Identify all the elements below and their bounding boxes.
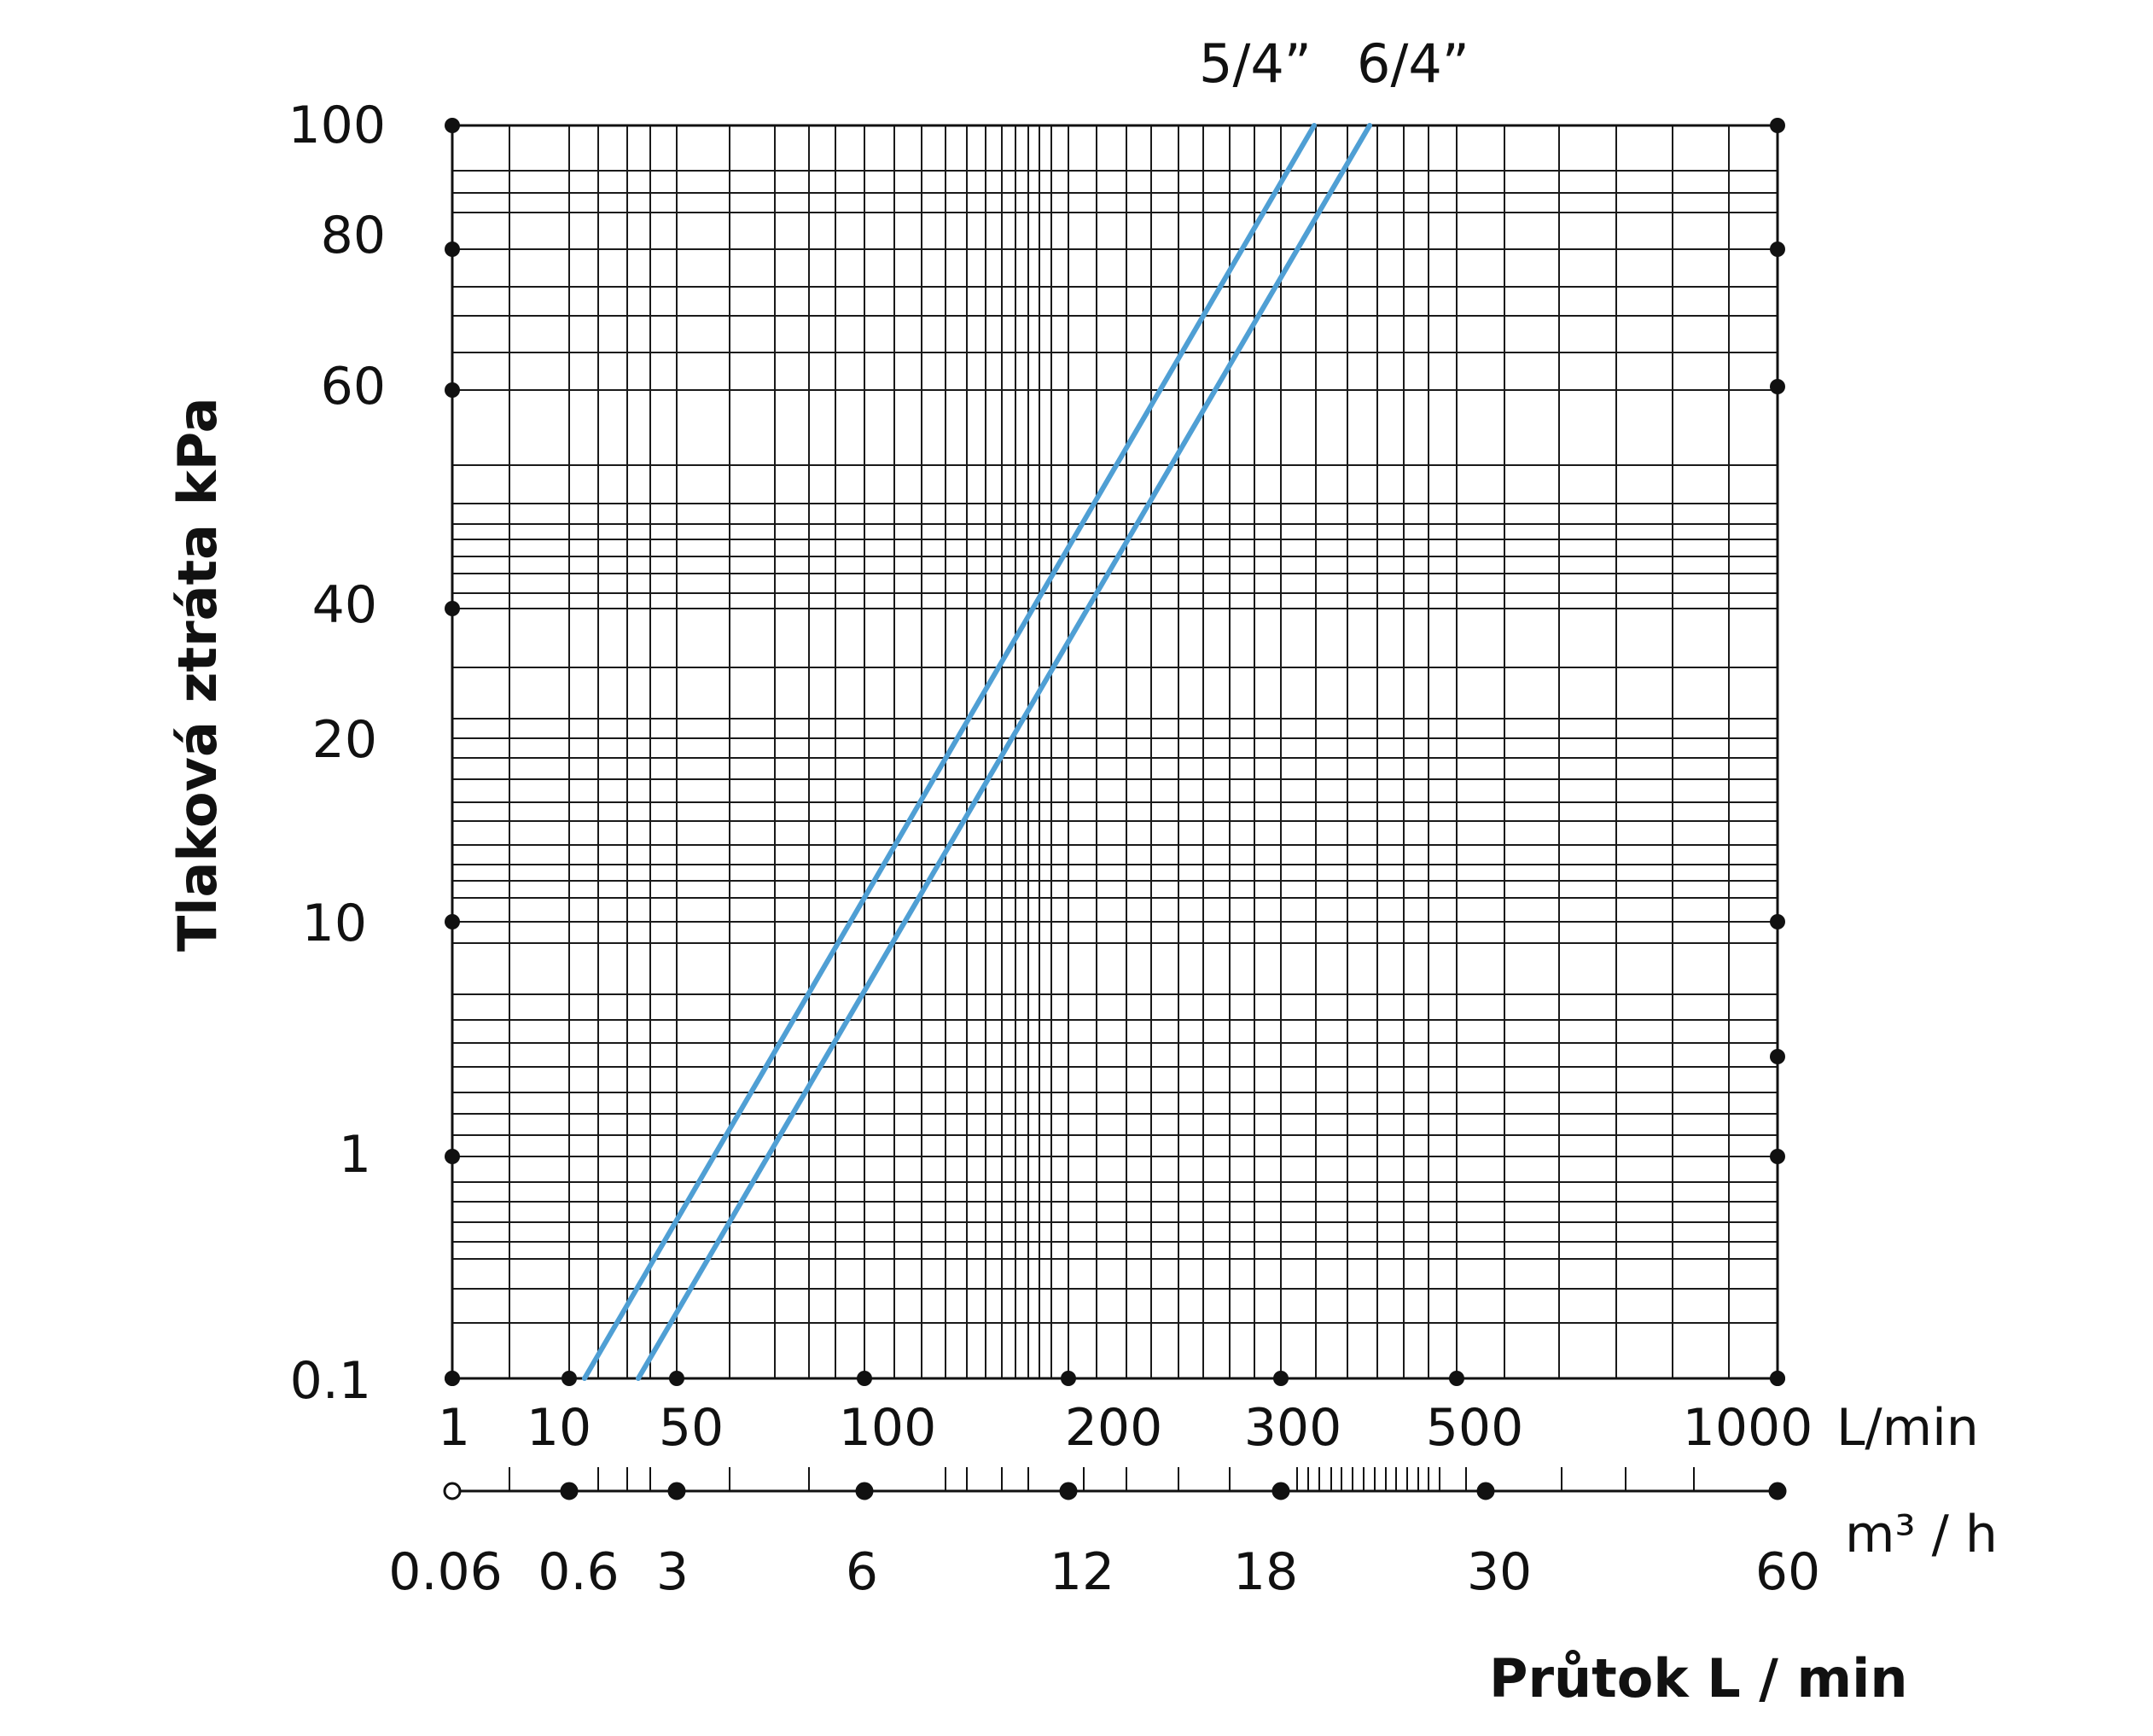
secondary-x-tick-label: 6 (846, 1542, 878, 1602)
y-axis-title: Tlaková ztráta kPa (166, 398, 229, 952)
y-axis-dot-left (445, 601, 460, 616)
y-axis-dot-left (445, 118, 460, 133)
y-tick-label: 100 (288, 96, 386, 155)
y-axis-dot-right (1770, 1049, 1785, 1064)
x-unit-label: L/min (1836, 1398, 1979, 1458)
series-label-5-4: 5/4” (1199, 32, 1312, 95)
y-tick-label: 10 (302, 894, 367, 953)
y-axis-dot-right (1770, 1149, 1785, 1164)
x-axis-dot (1273, 1371, 1289, 1386)
y-axis-dot-right (1770, 379, 1785, 394)
y-axis-dot-left (445, 1149, 460, 1164)
x-tick-label: 10 (527, 1398, 591, 1458)
y-tick-label: 60 (321, 357, 386, 417)
x-tick-label: 300 (1244, 1398, 1342, 1458)
x-axis-dot (1449, 1371, 1464, 1386)
secondary-x-tick-label: 12 (1050, 1542, 1114, 1602)
secondary-x-tick-label: 60 (1755, 1542, 1820, 1602)
secondary-x-axis-dot (1476, 1482, 1495, 1500)
secondary-x-axis-dot (1271, 1482, 1290, 1500)
x-axis-dot (562, 1371, 577, 1386)
x-axis-dot (1770, 1371, 1785, 1386)
x-tick-label: 50 (659, 1398, 724, 1458)
secondary-x-axis-dot (667, 1482, 686, 1500)
series-line-6-4 (636, 123, 1372, 1381)
x-tick-label: 1 (438, 1398, 470, 1458)
y-axis-dot-right (1770, 242, 1785, 257)
x-tick-label: 500 (1426, 1398, 1524, 1458)
secondary-x-tick-label: 3 (656, 1542, 689, 1602)
x-axis-dot (669, 1371, 684, 1386)
y-axis-dot-left (445, 242, 460, 257)
secondary-x-tick-label: 0.06 (388, 1542, 503, 1602)
grid-layer (451, 125, 1778, 1379)
y-tick-label: 0.1 (290, 1351, 371, 1411)
y-axis-dot-right (1770, 118, 1785, 133)
series-layer: 5/4” 6/4” (582, 32, 1469, 1381)
axis-dots-layer (443, 118, 1787, 1500)
secondary-x-tick-label: 30 (1467, 1542, 1532, 1602)
secondary-x-axis-dot (855, 1482, 874, 1500)
x-tick-label: 1000 (1683, 1398, 1813, 1458)
series-line-5-4 (582, 123, 1317, 1381)
y-tick-label: 40 (312, 575, 377, 635)
y-tick-label: 1 (339, 1125, 371, 1185)
y-axis-dot-right (1770, 914, 1785, 929)
y-tick-label: 20 (312, 710, 377, 770)
label-layer: L/min m³ / h Průtok L / min Tlaková ztrá… (166, 96, 1998, 1710)
x-axis-dot (1061, 1371, 1076, 1386)
x-axis-dot (445, 1371, 460, 1386)
secondary-x-tick-label: 18 (1233, 1542, 1298, 1602)
x-axis-title: Průtok L / min (1489, 1647, 1908, 1710)
x-axis-dot (857, 1371, 872, 1386)
secondary-x-axis-dot (443, 1482, 462, 1500)
series-label-6-4: 6/4” (1357, 32, 1469, 95)
secondary-x-axis-dot (1059, 1482, 1078, 1500)
y-axis-dot-left (445, 382, 460, 398)
secondary-x-unit-label: m³ / h (1845, 1505, 1998, 1564)
y-tick-label: 80 (321, 206, 386, 265)
secondary-x-axis-dot (560, 1482, 579, 1500)
y-axis-dot-left (445, 914, 460, 929)
secondary-x-tick-label: 0.6 (538, 1542, 619, 1602)
secondary-x-axis-dot (1768, 1482, 1787, 1500)
x-tick-label: 200 (1065, 1398, 1163, 1458)
x-tick-label: 100 (839, 1398, 937, 1458)
axis-layer (451, 124, 1779, 1493)
